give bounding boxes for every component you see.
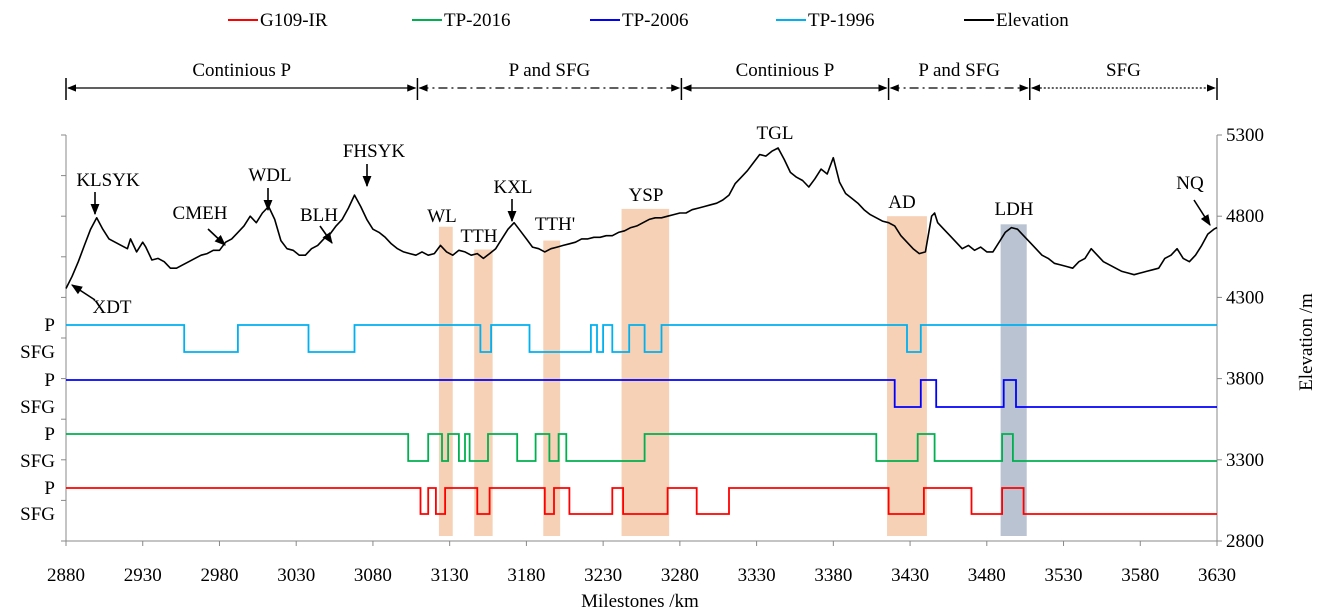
landmark-label-1: KLSYK	[76, 170, 140, 191]
state-label-sfg-2: SFG	[20, 451, 55, 472]
x-axis-title: Milestones /km	[581, 591, 699, 612]
x-tick-label-1: 2930	[124, 565, 162, 586]
landmark-label-0: XDT	[92, 297, 131, 318]
shaded-region-1	[474, 249, 493, 536]
x-tick-label-15: 3630	[1198, 565, 1236, 586]
zone-label-0: Continious P	[192, 60, 291, 81]
x-tick-label-4: 3080	[354, 565, 392, 586]
landmark-label-12: AD	[888, 192, 915, 213]
y-tick-label-0: 2800	[1226, 531, 1264, 552]
landmark-label-8: KXL	[493, 177, 532, 198]
legend-label-3: TP-1996	[808, 10, 875, 31]
x-tick-label-5: 3130	[431, 565, 469, 586]
landmark-label-11: TGL	[757, 123, 794, 144]
landmark-label-3: WDL	[248, 165, 291, 186]
x-tick-label-9: 3330	[738, 565, 776, 586]
legend-label-4: Elevation	[996, 10, 1069, 31]
x-tick-label-14: 3580	[1121, 565, 1159, 586]
y-tick-label-1: 3300	[1226, 450, 1264, 471]
y-tick-label-2: 3800	[1226, 369, 1264, 390]
landmark-arrow-14	[1193, 199, 1211, 226]
shaded-region-4	[887, 216, 927, 536]
landmark-label-6: WL	[427, 206, 457, 227]
landmark-label-13: LDH	[994, 199, 1033, 220]
landmark-arrow-4	[319, 225, 333, 244]
series-line-tp-2016	[66, 433, 1217, 462]
landmark-arrow-2	[207, 228, 226, 246]
state-label-p-3: P	[44, 478, 55, 499]
x-tick-label-6: 3180	[507, 565, 545, 586]
elevation-series	[65, 147, 1218, 289]
state-label-p-2: P	[44, 424, 55, 445]
x-tick-label-12: 3480	[968, 565, 1006, 586]
shaded-region-3	[621, 208, 670, 536]
x-tick-label-8: 3280	[661, 565, 699, 586]
state-label-sfg-1: SFG	[20, 397, 55, 418]
state-series: P SFG P SFG P SFG P SFG	[20, 315, 1217, 525]
legend: G109-IR TP-2016 TP-2006 TP-1996 Elevation	[228, 10, 1069, 31]
landmark-label-9: TTH'	[535, 214, 575, 235]
state-label-sfg-3: SFG	[20, 504, 55, 525]
state-label-sfg-0: SFG	[20, 342, 55, 363]
landmark-label-4: BLH	[300, 205, 338, 226]
landmark-label-2: CMEH	[173, 203, 228, 224]
x-tick-label-0: 2880	[47, 565, 85, 586]
series-line-tp-1996	[66, 324, 1217, 353]
shaded-regions	[438, 208, 1027, 537]
y-tick-label-4: 4800	[1226, 206, 1264, 227]
zone-label-2: Continious P	[736, 60, 835, 81]
x-tick-label-10: 3380	[814, 565, 852, 586]
y-axis-title: Elevation /m	[1296, 293, 1317, 391]
landmark-label-14: NQ	[1176, 173, 1204, 194]
shaded-region-2	[543, 240, 561, 536]
zone-label-1: P and SFG	[509, 60, 591, 81]
zone-label-4: SFG	[1106, 60, 1141, 81]
legend-label-1: TP-2016	[444, 10, 511, 31]
landmark-label-5: FHSYK	[343, 141, 406, 162]
zone-annotations: Continious P P and SFG Continious P P and S…	[65, 60, 1218, 100]
landmark-label-7: TTH	[461, 226, 498, 247]
x-tick-label-3: 3030	[277, 565, 315, 586]
x-tick-label-11: 3430	[891, 565, 929, 586]
landmark-arrow-0	[71, 284, 96, 301]
y-tick-label-3: 4300	[1226, 287, 1264, 308]
state-label-p-0: P	[44, 315, 55, 336]
x-tick-label-13: 3530	[1045, 565, 1083, 586]
axes: 2880 2930 2980 3030 3080 3130 3180 3230 3280 3330…	[47, 125, 1264, 586]
landmark-label-10: YSP	[629, 185, 664, 206]
legend-label-0: G109-IR	[260, 10, 328, 31]
elevation-line	[65, 147, 1218, 289]
state-label-p-1: P	[44, 370, 55, 391]
series-line-tp-2006	[66, 379, 1217, 408]
series-line-g109-ir	[66, 487, 1217, 515]
y-tick-label-5: 5300	[1226, 125, 1264, 146]
zone-label-3: P and SFG	[918, 60, 1000, 81]
legend-label-2: TP-2006	[622, 10, 689, 31]
x-tick-label-7: 3230	[584, 565, 622, 586]
x-tick-label-2: 2980	[200, 565, 238, 586]
